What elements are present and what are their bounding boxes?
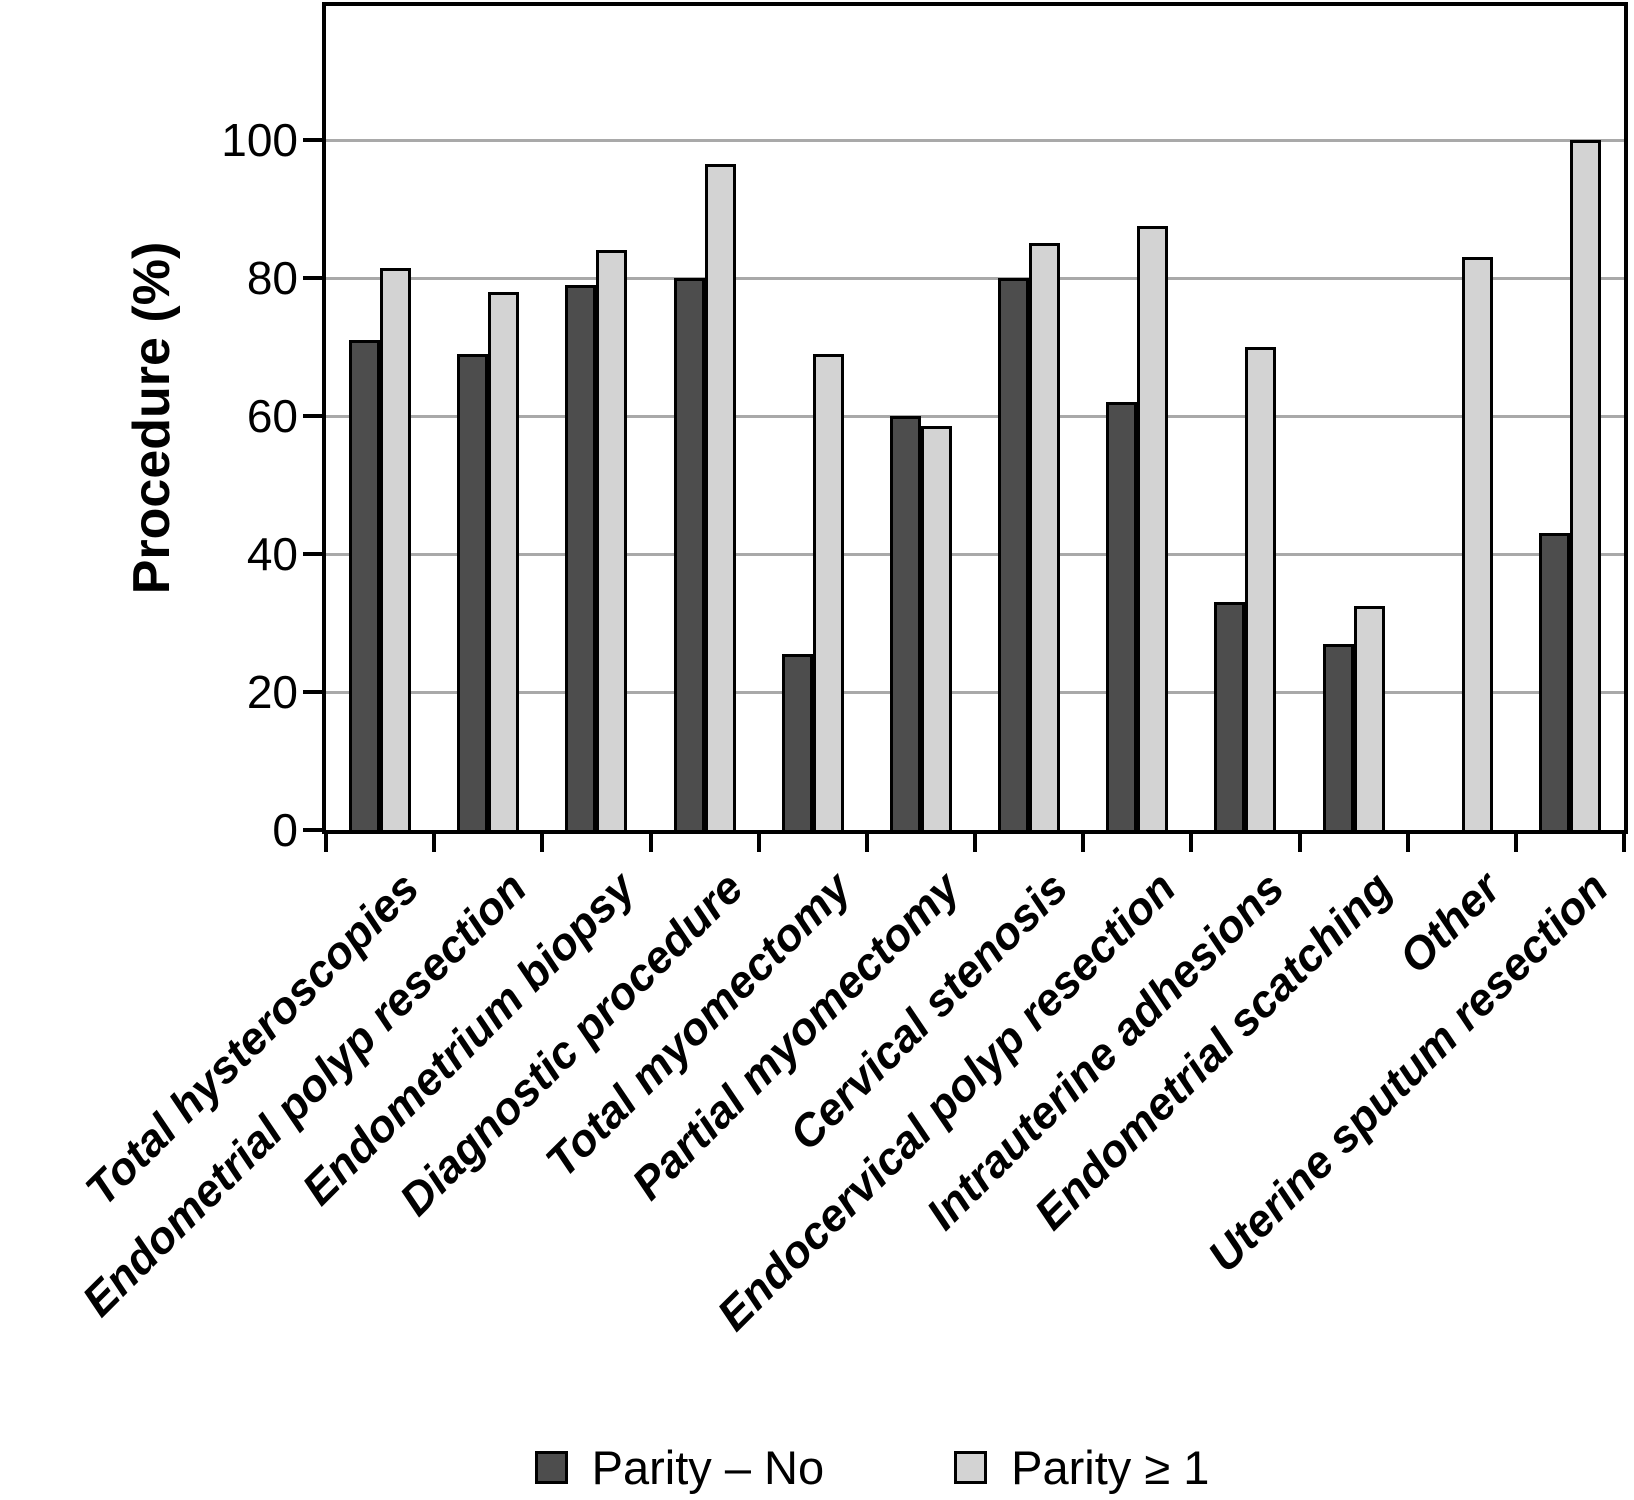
bar-s1-c11: [1569, 140, 1601, 830]
gridline-20: [326, 690, 1624, 694]
y-tick-0: [303, 828, 322, 832]
bar-s0-c11: [1538, 533, 1570, 830]
x-tick-3: [648, 834, 653, 852]
gridline-40: [326, 552, 1624, 556]
legend-swatch-1: [954, 1451, 988, 1484]
legend-swatch-0: [534, 1451, 568, 1484]
x-tick-12: [1622, 834, 1626, 852]
x-tick-6: [973, 834, 977, 852]
x-tick-4: [756, 834, 761, 852]
bar-s1-c10: [1461, 257, 1493, 830]
plot-area: [322, 2, 1628, 834]
y-tick-label-40: 40: [246, 528, 298, 580]
x-tick-5: [864, 834, 869, 852]
bar-s1-c4: [812, 354, 844, 830]
x-tick-0: [324, 834, 328, 852]
bar-s0-c1: [457, 354, 489, 830]
x-tick-8: [1189, 834, 1194, 852]
bar-s1-c0: [380, 268, 412, 830]
x-tick-2: [540, 834, 545, 852]
bar-s1-c8: [1245, 347, 1277, 830]
x-tick-10: [1405, 834, 1410, 852]
y-tick-label-20: 20: [246, 666, 298, 718]
bar-s0-c3: [673, 278, 705, 830]
bar-s1-c3: [704, 164, 736, 830]
y-tick-80: [303, 276, 322, 280]
x-tick-7: [1081, 834, 1086, 852]
bar-s1-c7: [1137, 226, 1169, 830]
y-tick-20: [303, 690, 322, 694]
gridline-60: [326, 414, 1624, 418]
legend: Parity – No Parity ≥ 1: [0, 1440, 1634, 1495]
gridline-80: [326, 276, 1624, 280]
bar-s0-c6: [998, 278, 1030, 830]
y-tick-label-80: 80: [246, 252, 298, 304]
legend-label-0: Parity – No: [591, 1441, 825, 1494]
x-tick-1: [432, 834, 437, 852]
bar-s0-c0: [349, 340, 381, 830]
bar-s0-c7: [1106, 402, 1138, 830]
x-tick-11: [1513, 834, 1518, 852]
legend-item-0: Parity – No: [534, 1440, 825, 1495]
y-tick-100: [303, 138, 322, 142]
y-tick-label-100: 100: [221, 114, 298, 166]
y-tick-40: [303, 552, 322, 556]
bar-s0-c9: [1322, 644, 1354, 830]
y-tick-label-0: 0: [272, 804, 298, 856]
bar-s0-c8: [1214, 602, 1246, 830]
gridline-100: [326, 138, 1624, 142]
bar-s1-c1: [488, 292, 520, 830]
bar-s0-c4: [781, 654, 813, 830]
x-tick-9: [1297, 834, 1302, 852]
bar-s1-c9: [1353, 606, 1385, 830]
bar-s0-c5: [889, 416, 921, 830]
legend-item-1: Parity ≥ 1: [954, 1440, 1209, 1495]
bar-s1-c2: [596, 250, 628, 830]
bar-s1-c5: [920, 426, 952, 830]
y-tick-60: [303, 414, 322, 418]
y-tick-label-60: 60: [246, 390, 298, 442]
bar-s1-c6: [1029, 243, 1061, 830]
x-label-1: Endometrial polyp resection: [72, 862, 537, 1326]
legend-label-1: Parity ≥ 1: [1011, 1441, 1210, 1494]
bar-s0-c2: [565, 285, 597, 830]
